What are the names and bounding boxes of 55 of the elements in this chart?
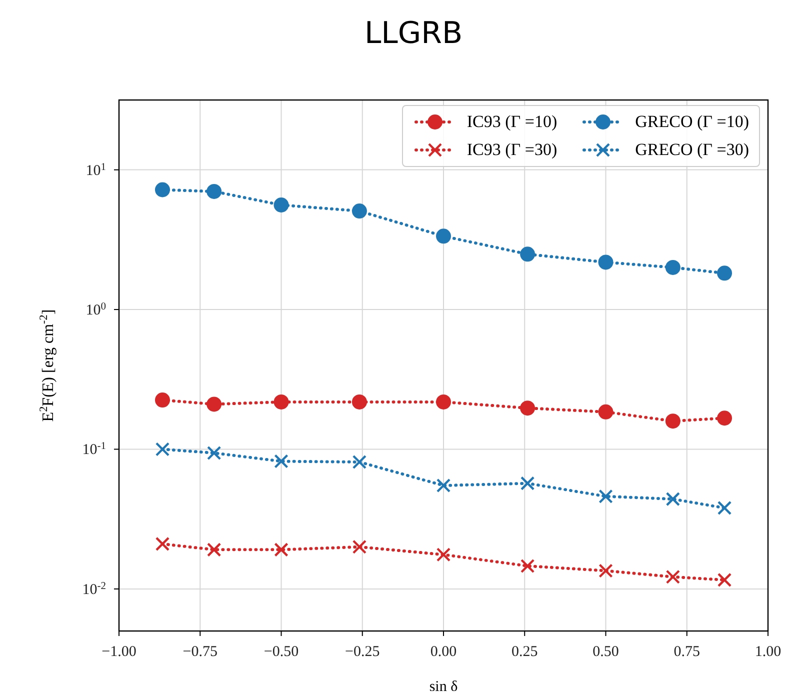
point [154,392,170,408]
point [717,572,732,588]
point [436,228,451,244]
y-tick-label: 10$^{-2}$ [82,580,106,598]
point [206,446,222,460]
point [717,410,732,426]
point [274,542,288,557]
y-tick-label: 10$^{0}$ [86,301,106,319]
point [206,542,222,557]
point [665,414,680,429]
point [436,548,451,562]
point [520,558,535,574]
point [717,266,732,281]
legend-label: GRECO (Γ =30) [635,140,749,160]
point [598,489,613,504]
point [666,570,680,584]
point [520,476,535,490]
x-tick-label: 1.00 [754,644,782,660]
point [436,478,451,493]
point [520,246,536,262]
point [274,454,288,468]
x-tick-label: −0.25 [345,644,380,660]
point [665,260,680,275]
x-tick-label: 0.75 [674,644,700,660]
point [155,442,170,456]
point [155,536,170,552]
point [206,396,222,412]
x-tick-label: 0.00 [430,644,457,660]
y-tick-label: 10$^{1}$ [86,161,106,179]
point [206,184,222,199]
x-tick-label: −0.50 [264,644,299,660]
point [598,404,614,420]
x-tick-label: 0.25 [512,644,538,660]
x-tick-label: −1.00 [102,644,136,660]
chart-title: LLGRB [363,16,464,51]
point [666,492,680,506]
legend-label: IC93 (Γ =10) [466,112,558,132]
point [352,204,367,219]
legend-label: IC93 (Γ =30) [466,140,558,160]
x-axis-title: sin δ [429,679,458,695]
x-tick-label: −0.75 [182,644,218,660]
point [520,400,536,416]
legend-label: GRECO (Γ =10) [635,112,749,132]
y-tick-label: 10$^{-1}$ [82,440,106,458]
point [274,394,289,410]
point [598,564,613,578]
point [352,394,367,410]
point [717,500,732,516]
point [436,394,451,410]
point [352,540,367,554]
x-tick-label: 0.50 [592,644,619,660]
point [154,182,170,198]
point [352,454,367,470]
point [274,197,289,212]
point [598,254,614,270]
